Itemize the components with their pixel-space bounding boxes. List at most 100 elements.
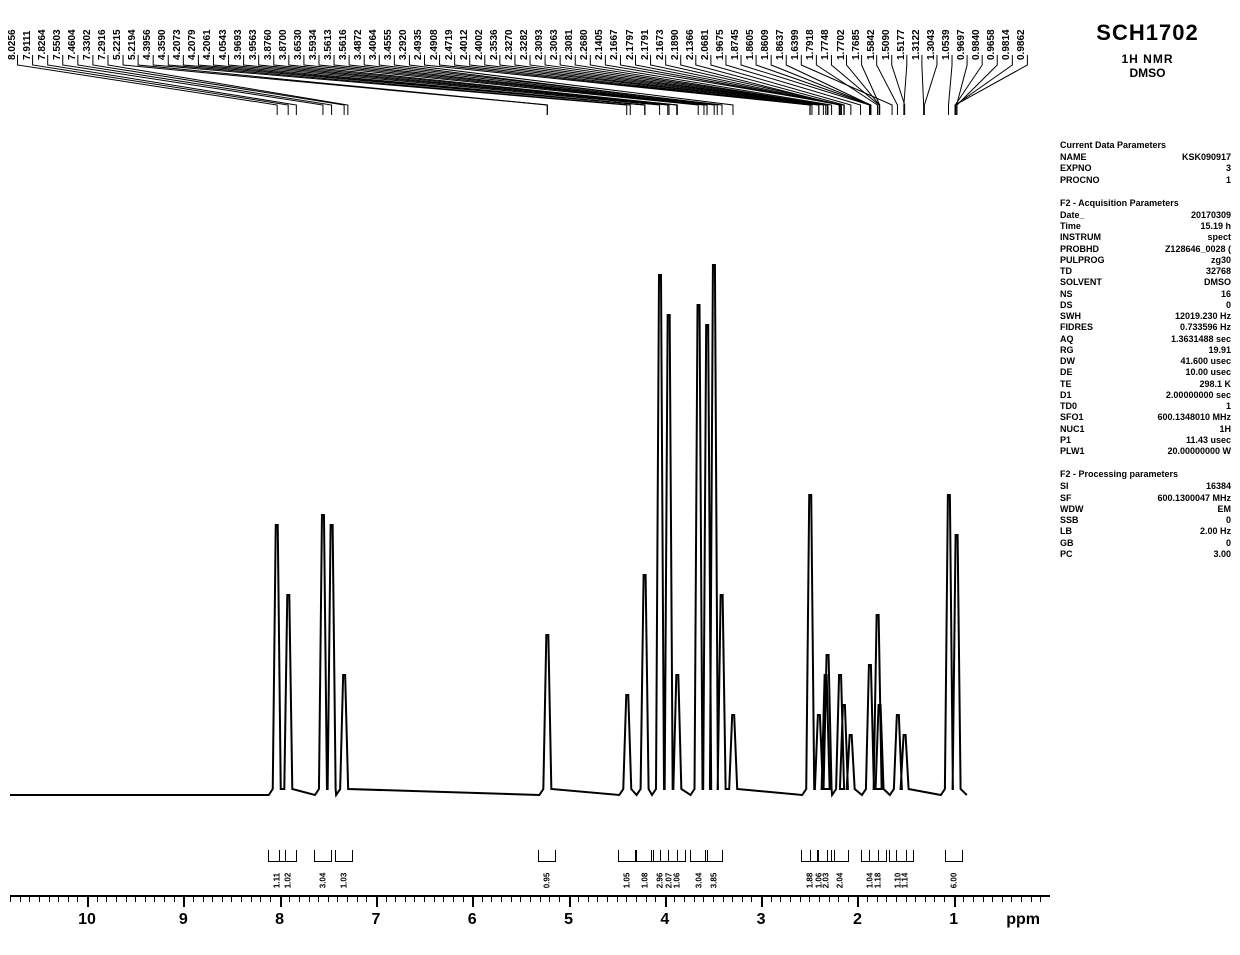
experiment-type: 1H NMR xyxy=(1060,52,1235,66)
param-key: NAME xyxy=(1060,152,1112,163)
axis-minor-tick xyxy=(174,895,175,902)
axis-minor-tick xyxy=(906,895,907,902)
integration-value: 1.14 xyxy=(900,872,909,890)
axis-tick-label: 7 xyxy=(371,911,380,929)
integration-row: 1.111.023.041.030.951.051.082.962.071.06… xyxy=(10,830,1050,885)
param-key: SSB xyxy=(1060,515,1112,526)
param-key: FIDRES xyxy=(1060,322,1112,333)
axis-minor-tick xyxy=(1011,895,1012,902)
ppm-axis: ppm 10987654321 xyxy=(10,895,1050,945)
param-key: AQ xyxy=(1060,334,1112,345)
axis-minor-tick xyxy=(530,895,531,902)
axis-minor-tick xyxy=(337,895,338,902)
axis-minor-tick xyxy=(491,895,492,902)
axis-minor-tick xyxy=(463,895,464,902)
integration-value: 2.04 xyxy=(836,872,845,890)
integration-value: 3.04 xyxy=(694,872,703,890)
axis-minor-tick xyxy=(260,895,261,902)
spectrum-trace xyxy=(10,265,967,795)
integration-value: 1.05 xyxy=(623,872,632,890)
axis-tick-label: 5 xyxy=(564,911,573,929)
axis-minor-tick xyxy=(212,895,213,902)
integration-value: 0.95 xyxy=(543,872,552,890)
axis-tick-label: 10 xyxy=(78,911,96,929)
param-key: TD0 xyxy=(1060,401,1112,412)
param-row: SFO1600.1348010 MHz xyxy=(1060,412,1235,423)
axis-minor-tick xyxy=(877,895,878,902)
axis-minor-tick xyxy=(10,895,11,902)
integration-bracket xyxy=(538,850,556,862)
param-value: 19.91 xyxy=(1112,345,1235,356)
axis-tick-label: 3 xyxy=(757,911,766,929)
nmr-spectrum-plot xyxy=(10,115,1050,815)
axis-minor-tick xyxy=(944,895,945,902)
integration-mark: 0.95 xyxy=(538,850,556,885)
axis-minor-tick xyxy=(145,895,146,902)
axis-minor-tick xyxy=(925,895,926,902)
axis-minor-tick xyxy=(270,895,271,902)
param-value: 15.19 h xyxy=(1112,221,1235,232)
param-key: SI xyxy=(1060,481,1112,492)
axis-minor-tick xyxy=(1002,895,1003,902)
param-row: Time15.19 h xyxy=(1060,221,1235,232)
axis-minor-tick xyxy=(578,895,579,902)
integration-value: 1.02 xyxy=(284,872,293,890)
axis-major-tick xyxy=(665,895,667,907)
axis-minor-tick xyxy=(357,895,358,902)
axis-minor-tick xyxy=(934,895,935,902)
axis-tick-label: 2 xyxy=(853,911,862,929)
axis-major-tick xyxy=(280,895,282,907)
param-value: 0.733596 Hz xyxy=(1112,322,1235,333)
param-key: GB xyxy=(1060,538,1112,549)
integration-bracket xyxy=(831,850,849,862)
peak-label-row: 8.02567.91117.82647.55037.46047.33027.29… xyxy=(10,10,1050,60)
param-value: EM xyxy=(1112,504,1235,515)
param-key: NS xyxy=(1060,289,1112,300)
axis-major-tick xyxy=(761,895,763,907)
param-key: SOLVENT xyxy=(1060,277,1112,288)
param-value: 0 xyxy=(1112,515,1235,526)
param-key: SFO1 xyxy=(1060,412,1112,423)
integration-bracket xyxy=(279,850,297,862)
integration-bracket xyxy=(945,850,963,862)
param-row: NUC11H xyxy=(1060,424,1235,435)
axis-minor-tick xyxy=(386,895,387,902)
axis-minor-tick xyxy=(116,895,117,902)
param-row: DE10.00 usec xyxy=(1060,367,1235,378)
param-key: INSTRUM xyxy=(1060,232,1112,243)
axis-minor-tick xyxy=(395,895,396,902)
param-key: Time xyxy=(1060,221,1112,232)
param-value: 1.3631488 sec xyxy=(1112,334,1235,345)
param-row: PC3.00 xyxy=(1060,549,1235,560)
acq-params-header: F2 - Acquisition Parameters xyxy=(1060,198,1235,208)
param-row: DW41.600 usec xyxy=(1060,356,1235,367)
param-row: PULPROGzg30 xyxy=(1060,255,1235,266)
param-key: TE xyxy=(1060,379,1112,390)
param-row: RG19.91 xyxy=(1060,345,1235,356)
axis-minor-tick xyxy=(809,895,810,902)
integration-bracket xyxy=(335,850,353,862)
param-row: AQ1.3631488 sec xyxy=(1060,334,1235,345)
param-row: D12.00000000 sec xyxy=(1060,390,1235,401)
axis-minor-tick xyxy=(559,895,560,902)
processing-params: F2 - Processing parameters SI16384SF600.… xyxy=(1060,469,1235,560)
axis-minor-tick xyxy=(607,895,608,902)
param-key: Date_ xyxy=(1060,210,1112,221)
integration-value: 2.03 xyxy=(821,872,830,890)
param-key: PROCNO xyxy=(1060,175,1112,186)
axis-minor-tick xyxy=(231,895,232,902)
axis-minor-tick xyxy=(819,895,820,902)
axis-minor-tick xyxy=(549,895,550,902)
param-value: 20.00000000 W xyxy=(1112,446,1235,457)
integration-mark: 1.03 xyxy=(335,850,353,885)
param-row: SOLVENTDMSO xyxy=(1060,277,1235,288)
param-value: 32768 xyxy=(1112,266,1235,277)
param-row: LB2.00 Hz xyxy=(1060,526,1235,537)
acquisition-params: F2 - Acquisition Parameters Date_2017030… xyxy=(1060,198,1235,458)
axis-major-tick xyxy=(857,895,859,907)
param-key: SF xyxy=(1060,493,1112,504)
title-block: SCH1702 1H NMR DMSO xyxy=(1060,20,1235,80)
param-row: NAMEKSK090917 xyxy=(1060,152,1235,163)
axis-minor-tick xyxy=(241,895,242,902)
axis-minor-tick xyxy=(97,895,98,902)
